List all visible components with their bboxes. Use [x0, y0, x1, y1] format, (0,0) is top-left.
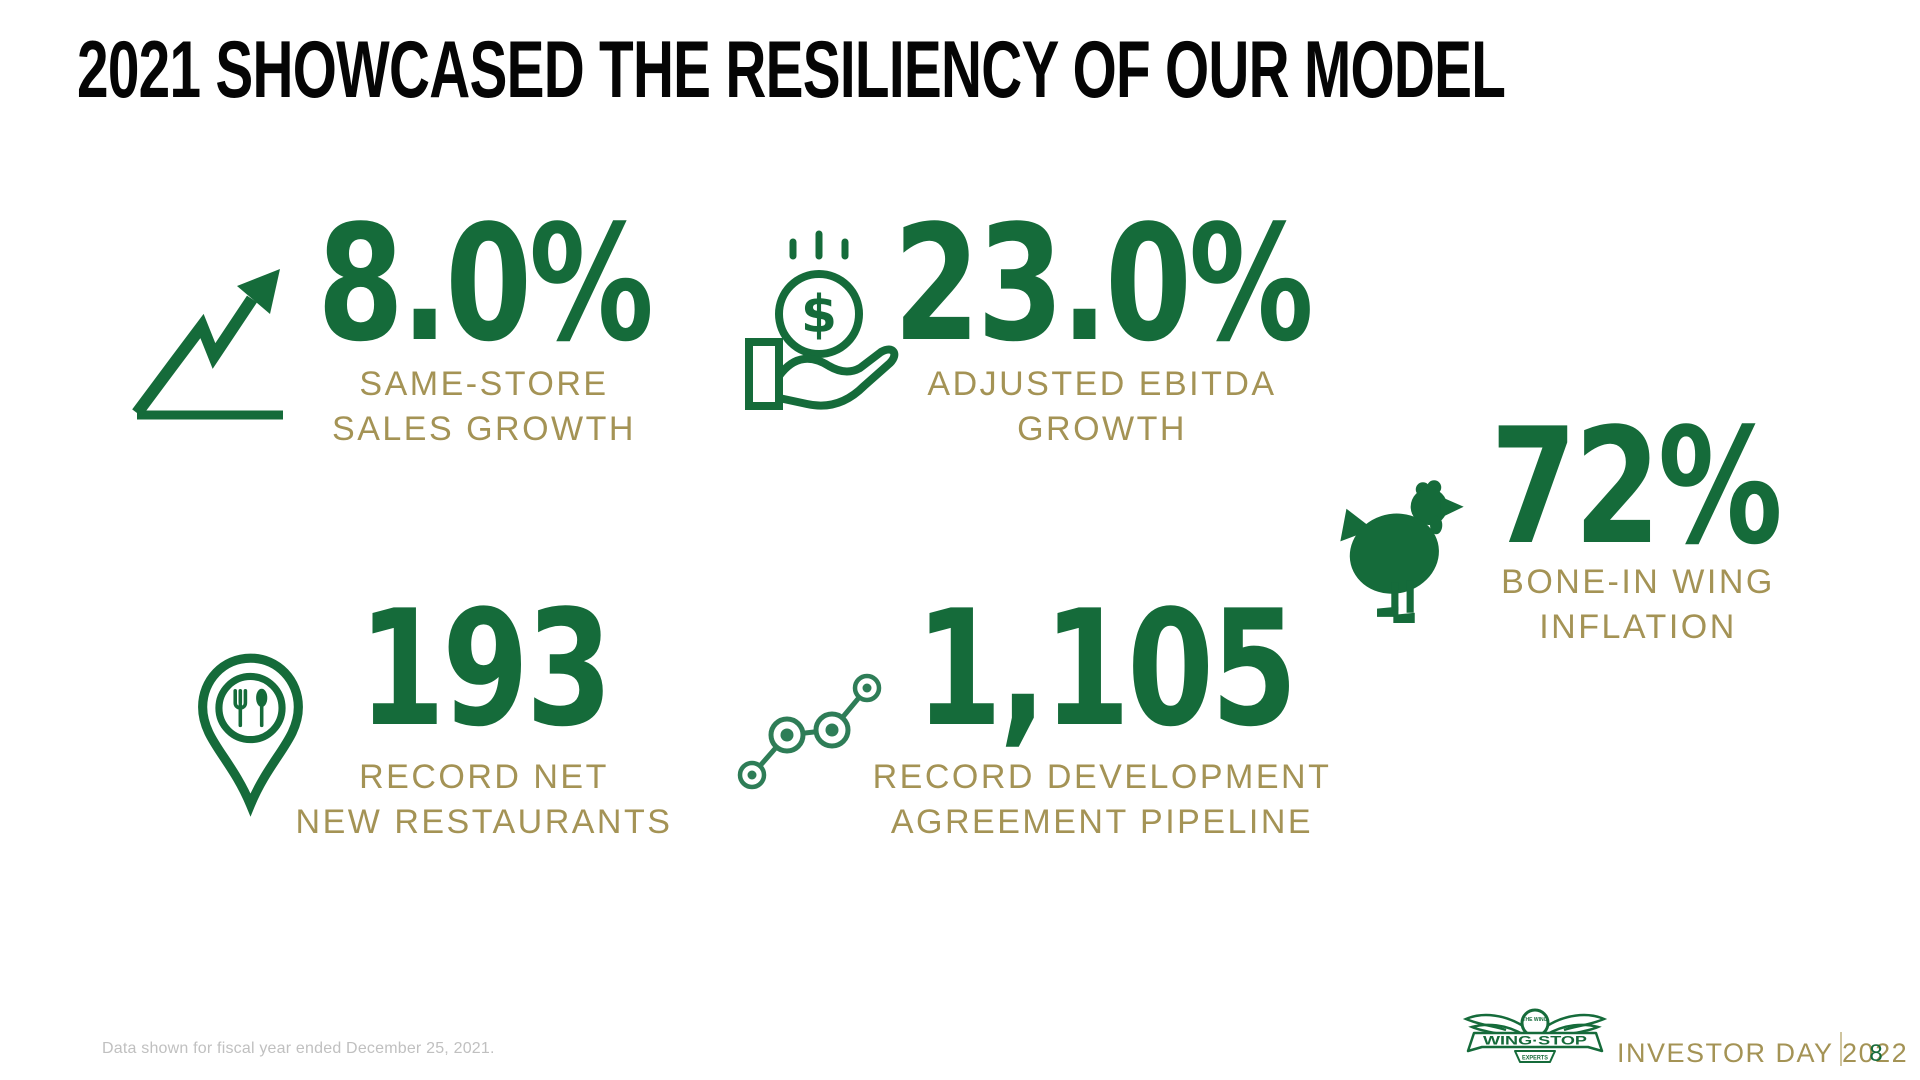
footer-event-title: INVESTOR DAY 2022 — [1617, 1038, 1909, 1068]
stat-label-line: SAME-STORE — [359, 365, 609, 403]
stat-value-development-pipeline: 1,105 — [915, 575, 1297, 762]
stat-label-line: SALES GROWTH — [332, 409, 636, 448]
stat-label-ebitda: ADJUSTED EBITDA GROWTH — [802, 362, 1402, 452]
stat-label-development-pipeline: RECORD DEVELOPMENT AGREEMENT PIPELINE — [802, 755, 1402, 845]
stat-value-wing-inflation: 72% — [1490, 393, 1782, 580]
stat-label-line: ADJUSTED EBITDA — [927, 365, 1277, 403]
page-title: 2021 SHOWCASED THE RESILIENCY OF OUR MOD… — [77, 25, 1506, 115]
stat-label-line: GROWTH — [1017, 409, 1187, 448]
logo-top-text: THE WING — [1523, 1017, 1548, 1023]
logo-brand-text: WING·STOP — [1483, 1034, 1587, 1048]
chicken-icon — [1338, 468, 1466, 626]
stat-label-line: NEW RESTAURANTS — [295, 802, 673, 841]
stat-value-ebitda: 23.0% — [893, 190, 1313, 377]
stat-label-line: INFLATION — [1539, 607, 1737, 646]
stat-value-same-store: 8.0% — [317, 190, 654, 377]
restaurant-pin-icon — [192, 650, 310, 818]
logo-bottom-text: EXPERTS — [1522, 1056, 1548, 1062]
stat-label-line: AGREEMENT PIPELINE — [890, 802, 1314, 841]
stat-label-line: RECORD DEVELOPMENT — [872, 758, 1332, 796]
pipeline-dots-icon — [726, 655, 888, 803]
stat-label-wing-inflation: BONE-IN WING INFLATION — [1338, 560, 1920, 650]
stat-value-net-new-restaurants: 193 — [358, 575, 612, 762]
stat-label-line: BONE-IN WING — [1501, 563, 1775, 601]
page-number: 8 — [1869, 1040, 1883, 1067]
footer-divider — [1840, 1032, 1842, 1066]
footnote: Data shown for fiscal year ended Decembe… — [102, 1040, 495, 1057]
dollar-glyph: $ — [801, 285, 837, 345]
money-hand-icon: $ — [740, 226, 902, 416]
stat-label-same-store: SAME-STORE SALES GROWTH — [184, 362, 784, 452]
trend-up-arrow-icon — [130, 244, 292, 422]
stat-label-line: RECORD NET — [359, 758, 609, 796]
wingstop-logo: THE WING WING·STOP EXPERTS — [1460, 1005, 1610, 1069]
stat-label-net-new-restaurants: RECORD NET NEW RESTAURANTS — [184, 755, 784, 845]
